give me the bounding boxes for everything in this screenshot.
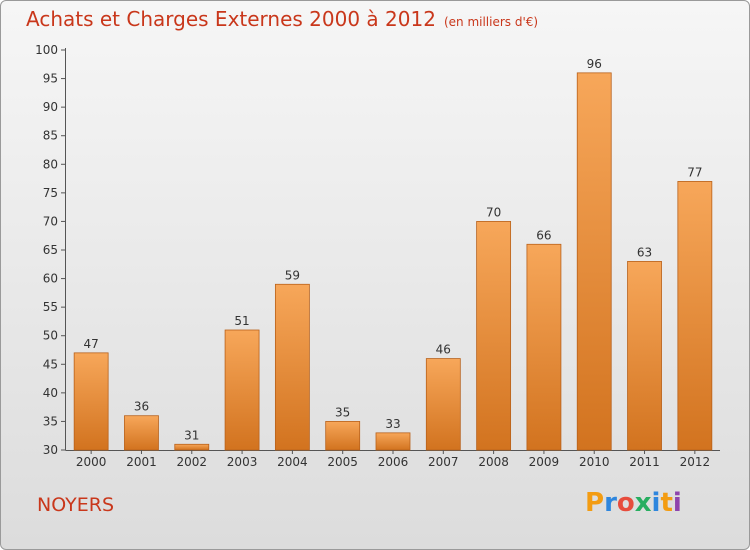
data-label: 51 — [234, 314, 249, 328]
y-tick-label: 45 — [43, 357, 58, 371]
y-tick-label: 100 — [35, 43, 58, 57]
data-label: 36 — [134, 400, 149, 414]
x-tick-label: 2007 — [428, 455, 459, 469]
logo-letter: t — [660, 488, 673, 518]
data-label: 31 — [184, 428, 199, 442]
data-label: 59 — [285, 268, 300, 282]
y-tick-label: 50 — [43, 329, 58, 343]
x-tick-label: 2006 — [378, 455, 409, 469]
data-label: 96 — [587, 57, 602, 71]
y-tick-label: 95 — [43, 72, 58, 86]
y-tick-label: 40 — [43, 386, 58, 400]
logo-letter: r — [604, 488, 617, 518]
bar — [124, 415, 159, 451]
data-label: 35 — [335, 405, 350, 419]
bar — [677, 181, 713, 451]
data-label: 63 — [637, 245, 652, 259]
x-tick-label: 2012 — [680, 455, 711, 469]
x-tick-label: 2010 — [579, 455, 610, 469]
y-tick-label: 85 — [43, 129, 58, 143]
chart-subtitle: (en milliers d'€) — [443, 15, 539, 29]
bar — [73, 352, 109, 451]
data-label: 47 — [84, 337, 99, 351]
logo-letter: x — [634, 488, 652, 518]
bar — [174, 443, 210, 451]
data-label: 46 — [436, 343, 451, 357]
y-tick-label: 55 — [43, 300, 58, 314]
x-tick-label: 2002 — [176, 455, 207, 469]
logo-letter: P — [585, 488, 605, 518]
y-tick-label: 30 — [43, 443, 58, 457]
y-tick-label: 90 — [43, 100, 58, 114]
y-tick-label: 65 — [43, 243, 58, 257]
y-tick-label: 35 — [43, 414, 58, 428]
x-tick-label: 2008 — [478, 455, 509, 469]
chart-title: Achats et Charges Externes 2000 à 2012 (e… — [26, 7, 538, 31]
bar — [526, 243, 562, 451]
x-tick-label: 2001 — [126, 455, 157, 469]
x-tick-label: 2003 — [227, 455, 258, 469]
x-tick-label: 2000 — [76, 455, 107, 469]
title-text: Achats et Charges Externes 2000 à 2012 — [26, 7, 436, 31]
bar — [375, 432, 411, 451]
logo-letter: i — [651, 488, 661, 518]
logo-letter: o — [616, 488, 635, 518]
bar — [576, 72, 612, 451]
x-tick-label: 2011 — [629, 455, 660, 469]
y-tick-label: 60 — [43, 272, 58, 286]
proxiti-logo[interactable]: Proxiti — [585, 488, 682, 518]
x-tick-label: 2005 — [327, 455, 358, 469]
data-label: 33 — [385, 417, 400, 431]
bar — [476, 221, 512, 451]
y-tick-label: 70 — [43, 214, 58, 228]
bar — [627, 261, 662, 451]
x-tick-label: 2009 — [529, 455, 560, 469]
bar — [274, 283, 310, 451]
logo-letter: i — [672, 488, 682, 518]
city-name: NOYERS — [37, 494, 115, 516]
bar — [224, 329, 260, 451]
y-tick-label: 80 — [43, 157, 58, 171]
y-tick-label: 75 — [43, 186, 58, 200]
data-label: 66 — [536, 228, 551, 242]
data-label: 70 — [486, 205, 501, 219]
data-label: 77 — [687, 165, 702, 179]
bar — [325, 421, 361, 451]
x-tick-label: 2004 — [277, 455, 308, 469]
bar — [425, 358, 461, 451]
